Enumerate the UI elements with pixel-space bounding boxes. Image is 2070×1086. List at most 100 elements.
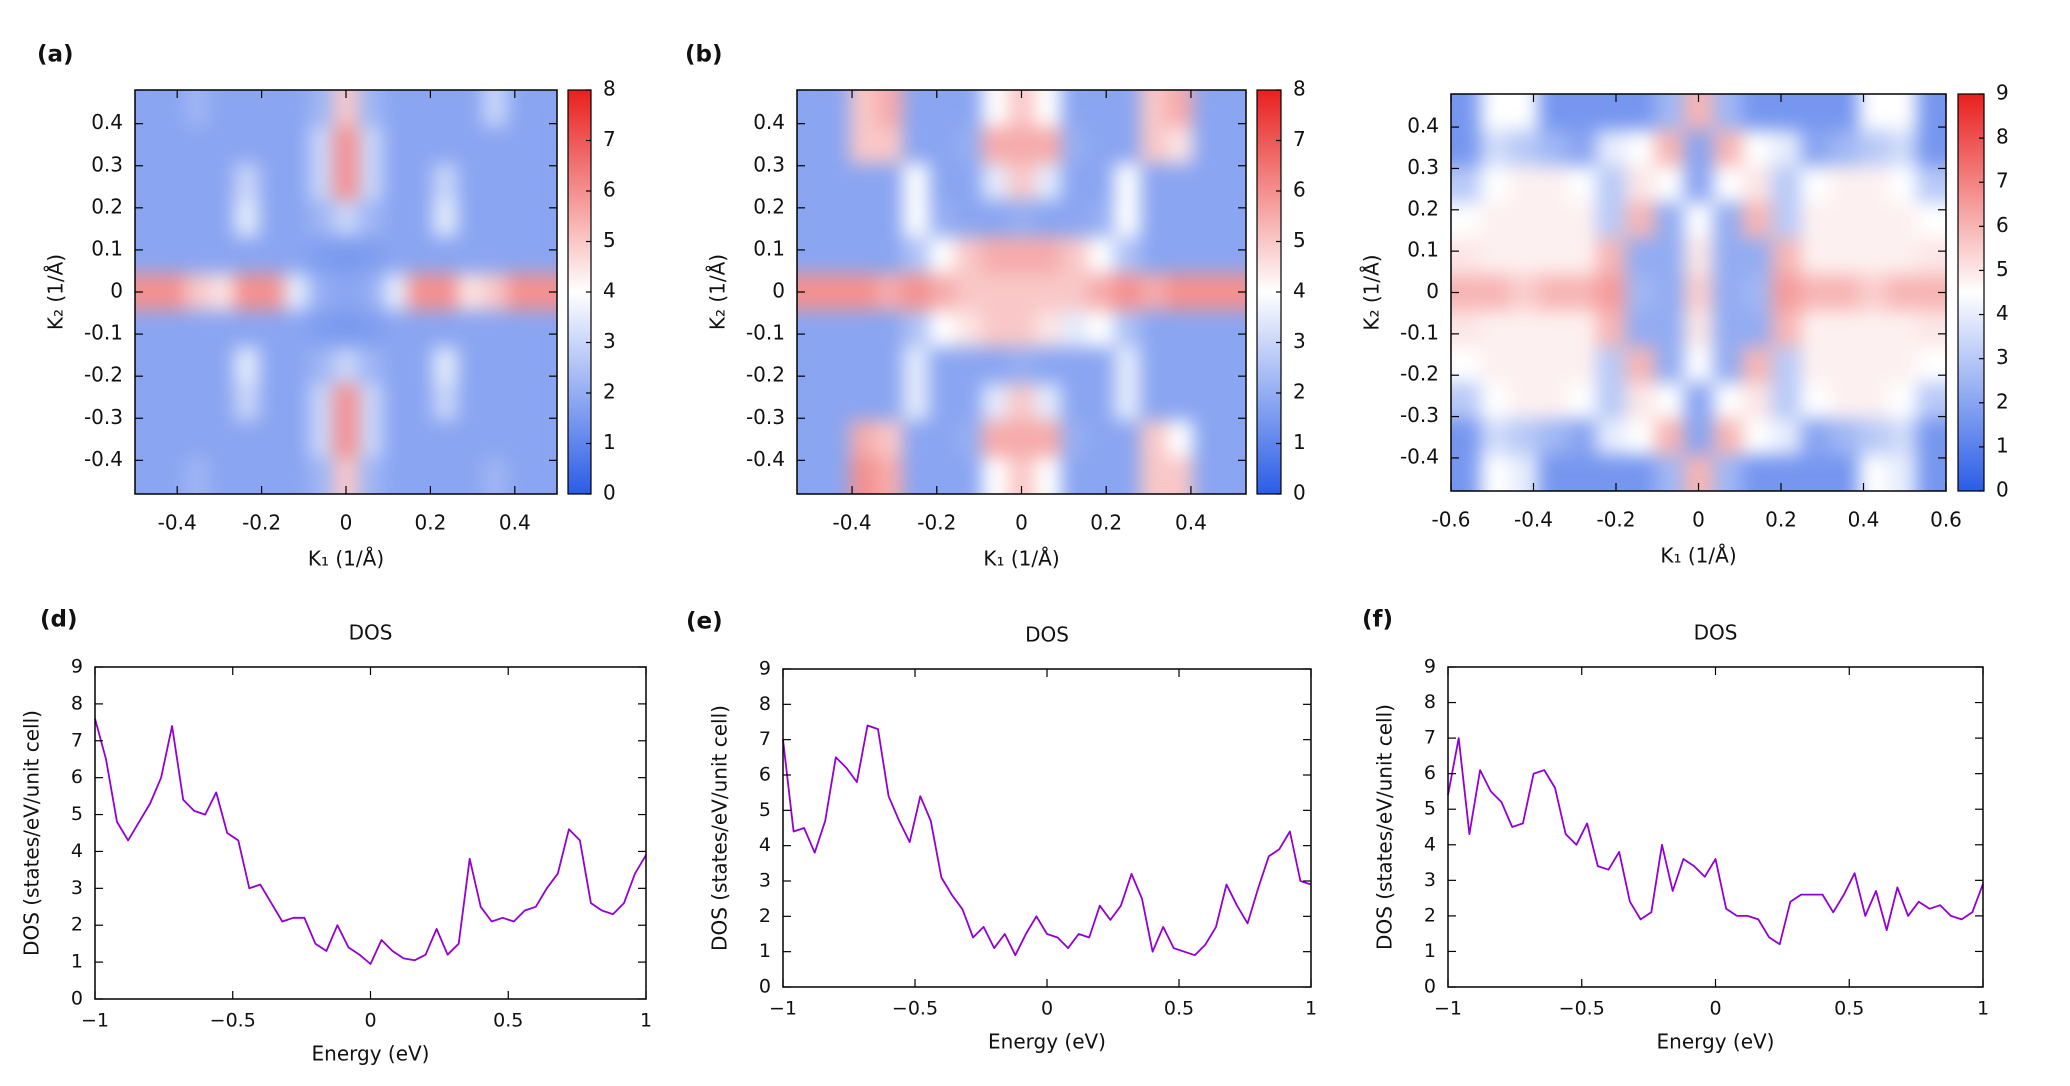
heat-cell xyxy=(209,126,235,165)
heat-cell xyxy=(234,383,260,422)
heat-cell xyxy=(1480,454,1510,491)
panel-label: (b) xyxy=(685,42,723,68)
heat-cell xyxy=(532,457,557,494)
heat-cell xyxy=(1166,383,1194,422)
heat-cell xyxy=(1509,274,1539,312)
heat-cell xyxy=(408,347,434,385)
heat-cell xyxy=(209,273,235,311)
heat-cell xyxy=(1713,310,1743,348)
heat-cell xyxy=(507,273,533,311)
y-tick-label: 0.4 xyxy=(753,110,785,134)
heat-cell xyxy=(1829,274,1860,312)
heat-cell xyxy=(1451,454,1481,491)
heat-cell xyxy=(457,90,484,128)
x-tick-label: 0 xyxy=(364,1010,376,1032)
heat-cell xyxy=(184,310,211,348)
heat-cell xyxy=(209,420,235,458)
heat-cell xyxy=(135,457,161,494)
heat-cell xyxy=(234,457,260,494)
heat-cell xyxy=(532,383,557,422)
heat-cell xyxy=(408,163,434,201)
heat-cell xyxy=(955,90,983,128)
heat-cell xyxy=(823,126,851,165)
heat-cell xyxy=(184,236,211,275)
panel: DOS (d) Energy (eV) DOS (states/eV/unit cel… xyxy=(20,607,653,1066)
heat-cell xyxy=(532,236,557,275)
heat-cell xyxy=(1742,238,1772,276)
heatmap-cells xyxy=(797,90,1246,494)
chart-title: DOS xyxy=(1025,623,1069,647)
heat-cell xyxy=(507,90,533,128)
heat-cell xyxy=(823,310,851,348)
heat-cell xyxy=(1858,166,1889,203)
heat-cell xyxy=(1219,163,1246,201)
colorbar-tick-label: 5 xyxy=(1293,228,1306,252)
heat-cell xyxy=(1683,238,1714,276)
heat-cell xyxy=(1916,310,1946,348)
heat-cell xyxy=(929,457,957,494)
heat-cell xyxy=(482,200,508,238)
heat-cell xyxy=(1166,347,1194,385)
y-tick-label: 0 xyxy=(772,279,785,303)
x-tick-label: 0 xyxy=(1015,511,1028,535)
heat-cell xyxy=(1034,420,1062,458)
heat-cell xyxy=(259,310,285,348)
heat-cell xyxy=(902,200,930,238)
heat-cell xyxy=(955,163,983,201)
heat-cell xyxy=(1625,274,1656,312)
heat-cell xyxy=(1166,126,1194,165)
heat-cell xyxy=(1596,310,1627,348)
heatmap xyxy=(135,90,557,494)
heat-cell xyxy=(797,310,825,348)
heat-cell xyxy=(797,200,825,238)
colorbar-tick-label: 8 xyxy=(1293,77,1306,101)
heat-cell xyxy=(1596,382,1627,420)
heat-cell xyxy=(159,273,186,311)
heat-cell xyxy=(383,200,409,238)
heat-cell xyxy=(1008,347,1036,385)
heat-cell xyxy=(1509,94,1539,131)
heat-cell xyxy=(1219,420,1246,458)
heat-cell xyxy=(308,273,335,311)
heat-cell xyxy=(1742,454,1772,491)
heat-cell xyxy=(1219,126,1246,165)
heat-cell xyxy=(135,163,161,201)
heat-cell xyxy=(507,200,533,238)
heat-cell xyxy=(876,163,904,201)
colorbar-tick-label: 1 xyxy=(603,430,616,454)
x-tick-label: -0.2 xyxy=(1596,508,1635,532)
heat-cell xyxy=(209,90,235,128)
heat-cell xyxy=(955,310,983,348)
heat-cell xyxy=(797,90,825,128)
heat-cell xyxy=(823,236,851,275)
heat-cell xyxy=(1008,126,1036,165)
x-tick-label: -0.4 xyxy=(1514,508,1553,532)
heat-cell xyxy=(432,236,459,275)
heat-cell xyxy=(1858,130,1889,167)
heat-cell xyxy=(308,383,335,422)
heat-cell xyxy=(333,383,360,422)
heat-cell xyxy=(184,457,211,494)
heat-cell xyxy=(283,383,310,422)
heat-cell xyxy=(457,420,484,458)
heat-cell xyxy=(981,236,1009,275)
heat-cell xyxy=(1509,454,1539,491)
heat-cell xyxy=(1087,347,1115,385)
heat-cell xyxy=(1771,274,1802,312)
heat-cell xyxy=(283,90,310,128)
heat-cell xyxy=(1713,382,1743,420)
heat-cell xyxy=(823,200,851,238)
heat-cell xyxy=(1193,126,1221,165)
x-tick-label: 0.5 xyxy=(493,1010,523,1032)
y-tick-label: -0.4 xyxy=(1400,444,1439,468)
heat-cell xyxy=(1451,346,1481,384)
heat-cell xyxy=(259,236,285,275)
heat-cell xyxy=(1567,130,1598,167)
heat-cell xyxy=(981,457,1009,494)
x-axis-label: K₁ (1/Å) xyxy=(983,547,1059,571)
heat-cell xyxy=(1087,420,1115,458)
heat-cell xyxy=(1887,310,1918,348)
y-tick-label: 0.3 xyxy=(91,152,123,176)
heat-cell xyxy=(1800,274,1831,312)
heatmap-cells xyxy=(1451,94,1946,491)
